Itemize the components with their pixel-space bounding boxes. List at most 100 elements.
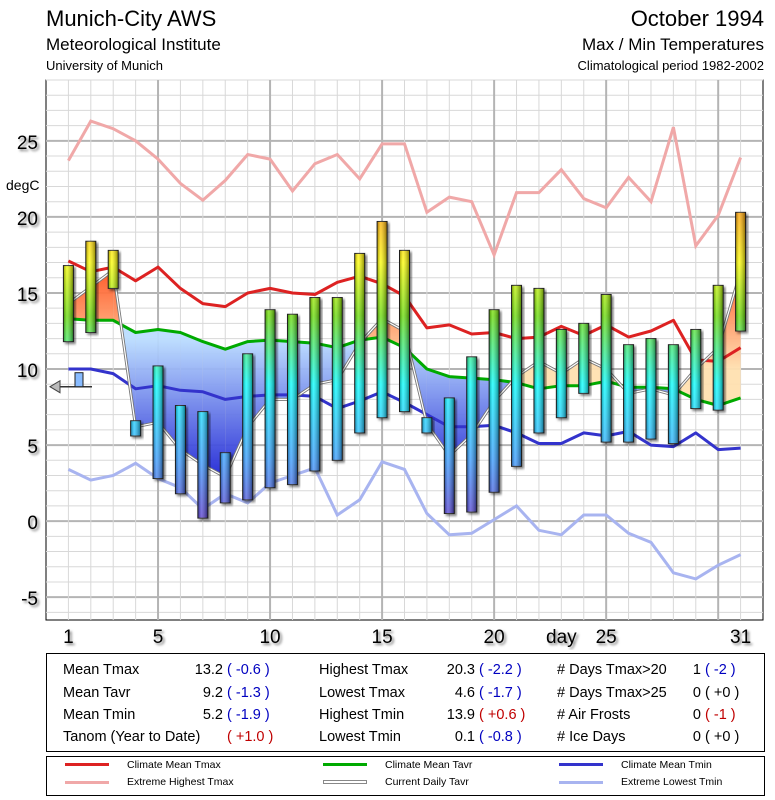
day-bar-sheen (556, 329, 567, 418)
institute-name: Meteorological Institute (46, 35, 221, 54)
stat-ice-days: # Ice Days 0 ( +0 ) (557, 729, 740, 745)
day-bar-sheen (690, 329, 701, 409)
day-bar-sheen (421, 417, 432, 433)
day-bar-sheen (175, 405, 186, 494)
day-bar-23 (555, 328, 567, 419)
day-bar-27 (645, 338, 657, 440)
day-bar-12 (309, 297, 321, 472)
day-bar-26 (623, 344, 635, 443)
stat-mean-tmin: Mean Tmin 5.2 ( -1.9 ) (63, 707, 270, 723)
day-bar-sheen (511, 285, 522, 467)
day-bar-sheen (444, 397, 455, 514)
day-bar-30 (712, 284, 724, 411)
x-tick-label: 20 (484, 627, 505, 648)
legend-swatch-daily-tavr (323, 780, 367, 784)
legend-swatch-extreme-low (559, 781, 603, 784)
day-bar-20 (488, 309, 500, 493)
anomaly-segment (158, 329, 181, 450)
day-bar-sheen (265, 309, 276, 488)
anomaly-segment (426, 369, 450, 456)
day-bar-sheen (63, 265, 74, 342)
day-bar-28 (667, 344, 679, 445)
day-bar-sheen (601, 294, 612, 443)
day-bar-16 (399, 249, 410, 413)
anomaly-segment (314, 343, 338, 385)
anomaly-segment (516, 361, 539, 389)
y-axis-ticks: -5 0 5 10 15 20 25 (17, 133, 38, 610)
tanom-indicator (49, 372, 92, 394)
extreme-highest-tmax-line (67, 119, 742, 260)
anomaly-segment (292, 341, 315, 400)
day-bar-9 (242, 353, 254, 501)
anomaly-segment (583, 358, 607, 386)
stat-days-tmax-20: # Days Tmax>20 1 ( -2 ) (557, 662, 736, 678)
day-bar-sheen (332, 297, 343, 461)
day-bar-sheen (623, 344, 634, 443)
chart-subtitle: Max / Min Temperatures (581, 35, 764, 54)
stat-mean-tmax: Mean Tmax 13.2 ( -0.6 ) (63, 662, 270, 678)
statistics-panel: Mean Tmax 13.2 ( -0.6 ) Mean Tavr 9.2 ( -1… (46, 653, 765, 752)
x-tick-label: 25 (596, 627, 617, 648)
anomaly-segment (718, 271, 741, 406)
anomaly-segment (471, 378, 495, 435)
legend-swatch-climate-tavr (323, 763, 367, 766)
x-tick-label: 1 (63, 627, 74, 648)
month-title: October 1994 (630, 6, 764, 31)
anomaly-segment (225, 341, 248, 478)
day-bar-4 (130, 420, 142, 437)
day-bar-14 (354, 252, 366, 434)
day-bar-1 (62, 265, 74, 343)
legend-climate-tmin: Climate Mean Tmin (621, 759, 712, 771)
stat-days-tmax-25: # Days Tmax>25 0 ( +0 ) (557, 685, 740, 701)
y-tick-label: 20 (17, 209, 38, 230)
anomaly-segment (68, 286, 91, 321)
anomaly-segment (561, 358, 584, 386)
tanom-bar (74, 372, 84, 388)
day-bar-sheen (197, 411, 208, 519)
y-tick-label: 5 (27, 437, 38, 458)
anomaly-segment (270, 340, 293, 400)
y-tick-label: 25 (17, 133, 38, 154)
day-bar-8 (219, 452, 231, 504)
day-bar-21 (511, 284, 523, 467)
legend: Climate Mean Tmax Extreme Highest Tmax C… (46, 756, 765, 796)
x-axis-label: day (546, 627, 577, 648)
day-bar-17 (421, 417, 433, 434)
y-tick-label: 15 (17, 285, 38, 306)
x-tick-label: 31 (730, 627, 751, 648)
day-bar-sheen (735, 212, 746, 331)
legend-climate-tavr: Climate Mean Tavr (385, 759, 473, 771)
legend-swatch-climate-tmin (559, 763, 603, 766)
anomaly-segment (202, 341, 226, 478)
y-tick-label: 0 (27, 513, 38, 534)
legend-climate-tmax: Climate Mean Tmax (127, 759, 221, 771)
legend-daily-tavr: Current Daily Tavr (385, 776, 469, 788)
day-bar-10 (264, 309, 276, 489)
x-tick-label: 5 (153, 627, 164, 648)
day-bar-3 (107, 249, 119, 289)
university-name: University of Munich (46, 58, 164, 73)
day-bar-sheen (645, 338, 656, 439)
x-axis-ticks: 1 5 10 15 20 25 31 (63, 627, 751, 648)
stat-mean-tavr: Mean Tavr 9.2 ( -1.3 ) (63, 685, 270, 701)
stat-highest-tmin: Highest Tmin 13.9 ( +0.6 ) (319, 707, 526, 723)
anomaly-segment (382, 318, 405, 348)
day-bar-sheen (713, 285, 724, 411)
day-bar-sheen (85, 241, 96, 333)
station-name: Munich-City AWS (46, 6, 217, 31)
stat-lowest-tmax: Lowest Tmax 4.6 ( -1.7 ) (319, 685, 522, 701)
day-bar-29 (690, 328, 702, 410)
stat-lowest-tmin: Lowest Tmin 0.1 ( -0.8 ) (319, 729, 522, 745)
legend-extreme-low: Extreme Lowest Tmin (621, 776, 723, 788)
day-bar-sheen (108, 250, 119, 289)
day-bar-15 (376, 220, 388, 419)
day-bar-7 (197, 411, 209, 519)
y-tick-label: -5 (21, 589, 38, 610)
temperature-bars (62, 211, 747, 519)
day-bar-sheen (220, 452, 231, 503)
x-tick-label: 10 (259, 627, 280, 648)
day-bar-sheen (354, 253, 365, 433)
day-bar-sheen (533, 288, 544, 433)
tanom-arrow-icon (49, 379, 61, 394)
